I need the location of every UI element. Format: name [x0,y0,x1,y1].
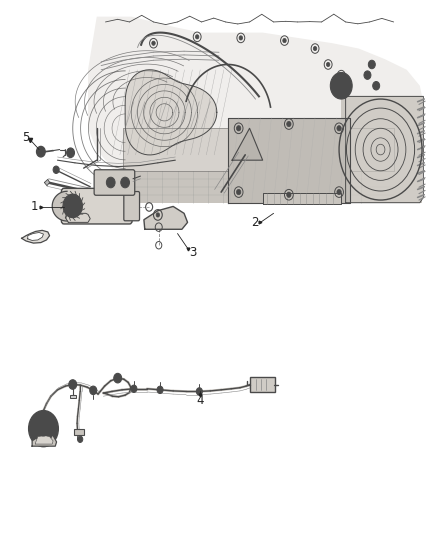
Polygon shape [144,206,187,229]
Circle shape [330,72,352,99]
Polygon shape [52,191,67,221]
Polygon shape [346,96,424,203]
Polygon shape [21,230,49,243]
Text: 5: 5 [22,131,30,144]
Circle shape [287,122,291,127]
Circle shape [78,436,83,442]
Polygon shape [263,128,394,171]
Circle shape [152,41,155,45]
Circle shape [106,177,115,188]
Circle shape [338,82,345,90]
Text: 4: 4 [196,394,204,407]
Circle shape [339,73,343,77]
Circle shape [313,46,317,51]
FancyBboxPatch shape [250,376,276,392]
Circle shape [28,410,58,447]
Circle shape [38,149,43,155]
Bar [74,429,84,435]
Circle shape [53,166,59,173]
Circle shape [239,36,243,40]
Circle shape [237,126,241,131]
Circle shape [196,387,202,395]
Circle shape [33,416,54,441]
Circle shape [63,194,82,217]
Circle shape [287,192,291,197]
Circle shape [121,177,130,188]
Polygon shape [28,232,43,240]
Circle shape [156,213,159,217]
Polygon shape [65,213,90,222]
Polygon shape [125,70,217,155]
Polygon shape [35,435,53,444]
Circle shape [69,379,77,389]
Text: 1: 1 [31,200,39,213]
FancyBboxPatch shape [124,191,140,221]
Circle shape [237,189,241,195]
Circle shape [128,195,131,199]
Polygon shape [228,118,350,203]
Circle shape [337,189,341,195]
Polygon shape [44,179,49,185]
Polygon shape [123,171,394,203]
Polygon shape [263,193,341,204]
Circle shape [157,386,163,393]
Circle shape [131,385,137,392]
Text: 2: 2 [251,216,258,229]
Circle shape [364,71,371,79]
Polygon shape [32,434,57,446]
Circle shape [41,425,46,432]
Circle shape [90,386,97,394]
Circle shape [66,198,79,214]
Circle shape [114,373,122,383]
Circle shape [326,62,330,67]
FancyBboxPatch shape [61,188,132,224]
Circle shape [36,147,45,157]
Circle shape [37,421,49,436]
Circle shape [337,126,341,131]
Circle shape [195,35,199,39]
Polygon shape [123,128,254,171]
Text: 3: 3 [189,246,197,259]
Polygon shape [232,128,263,160]
Polygon shape [341,96,422,203]
Circle shape [67,148,74,158]
Bar [70,394,76,398]
Circle shape [368,60,375,69]
FancyBboxPatch shape [94,169,135,195]
Polygon shape [88,17,424,203]
Circle shape [283,38,286,43]
Circle shape [373,82,380,90]
